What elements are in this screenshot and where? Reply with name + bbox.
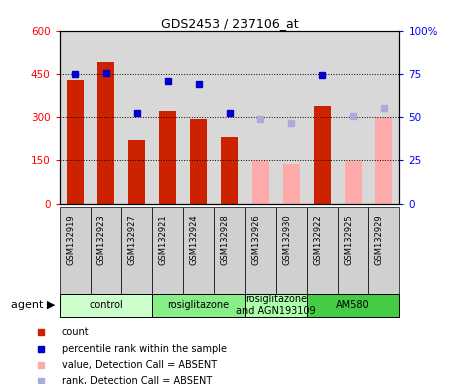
Bar [97,62,114,204]
Bar [283,164,300,204]
Text: GSM132924: GSM132924 [190,214,199,265]
Bar [252,161,269,204]
Bar [60,31,90,204]
Text: control: control [89,300,123,310]
Text: GSM132927: GSM132927 [128,214,137,265]
Bar [90,31,122,204]
Bar [190,119,207,204]
Bar [152,31,183,204]
Text: percentile rank within the sample: percentile rank within the sample [62,344,227,354]
Bar [152,294,245,317]
Bar [369,207,399,294]
Text: rosiglitazone: rosiglitazone [168,300,230,310]
Bar [214,31,245,204]
Text: value, Detection Call = ABSENT: value, Detection Call = ABSENT [62,360,217,370]
Bar [307,294,399,317]
Bar [221,137,238,204]
Text: count: count [62,327,90,337]
Bar [245,207,276,294]
Bar [214,207,245,294]
Text: GSM132926: GSM132926 [252,214,260,265]
Bar [337,31,369,204]
Bar [129,140,146,204]
Bar [345,161,362,204]
Bar [60,294,152,317]
Bar [90,207,122,294]
Bar [337,207,369,294]
Bar [369,31,399,204]
Bar [245,31,276,204]
Bar [276,31,307,204]
Text: GSM132929: GSM132929 [375,214,384,265]
Text: AM580: AM580 [336,300,370,310]
Bar [67,79,84,204]
Text: GSM132922: GSM132922 [313,214,322,265]
Text: GSM132923: GSM132923 [97,214,106,265]
Title: GDS2453 / 237106_at: GDS2453 / 237106_at [161,17,298,30]
Bar [183,31,214,204]
Bar [276,207,307,294]
Text: GSM132928: GSM132928 [220,214,230,265]
Text: agent ▶: agent ▶ [11,300,55,310]
Bar [152,207,183,294]
Bar [245,294,307,317]
Bar [122,31,152,204]
Text: GSM132925: GSM132925 [344,214,353,265]
Text: GSM132919: GSM132919 [66,214,75,265]
Bar [307,207,337,294]
Bar [375,117,392,204]
Bar [313,106,330,204]
Bar [122,207,152,294]
Bar [60,207,90,294]
Text: GSM132930: GSM132930 [282,214,291,265]
Bar [307,31,337,204]
Text: GSM132921: GSM132921 [159,214,168,265]
Bar [183,207,214,294]
Bar [159,111,176,204]
Text: rank, Detection Call = ABSENT: rank, Detection Call = ABSENT [62,376,212,384]
Text: rosiglitazone
and AGN193109: rosiglitazone and AGN193109 [236,295,316,316]
